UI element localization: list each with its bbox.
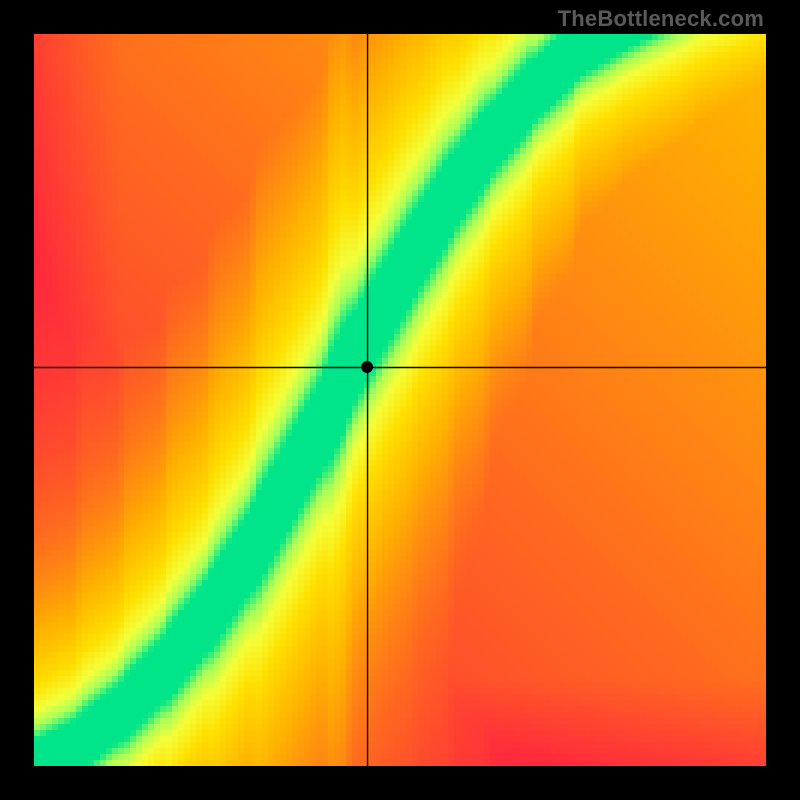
chart-container: TheBottleneck.com (0, 0, 800, 800)
watermark-text: TheBottleneck.com (558, 6, 764, 32)
bottleneck-heatmap (0, 0, 800, 800)
